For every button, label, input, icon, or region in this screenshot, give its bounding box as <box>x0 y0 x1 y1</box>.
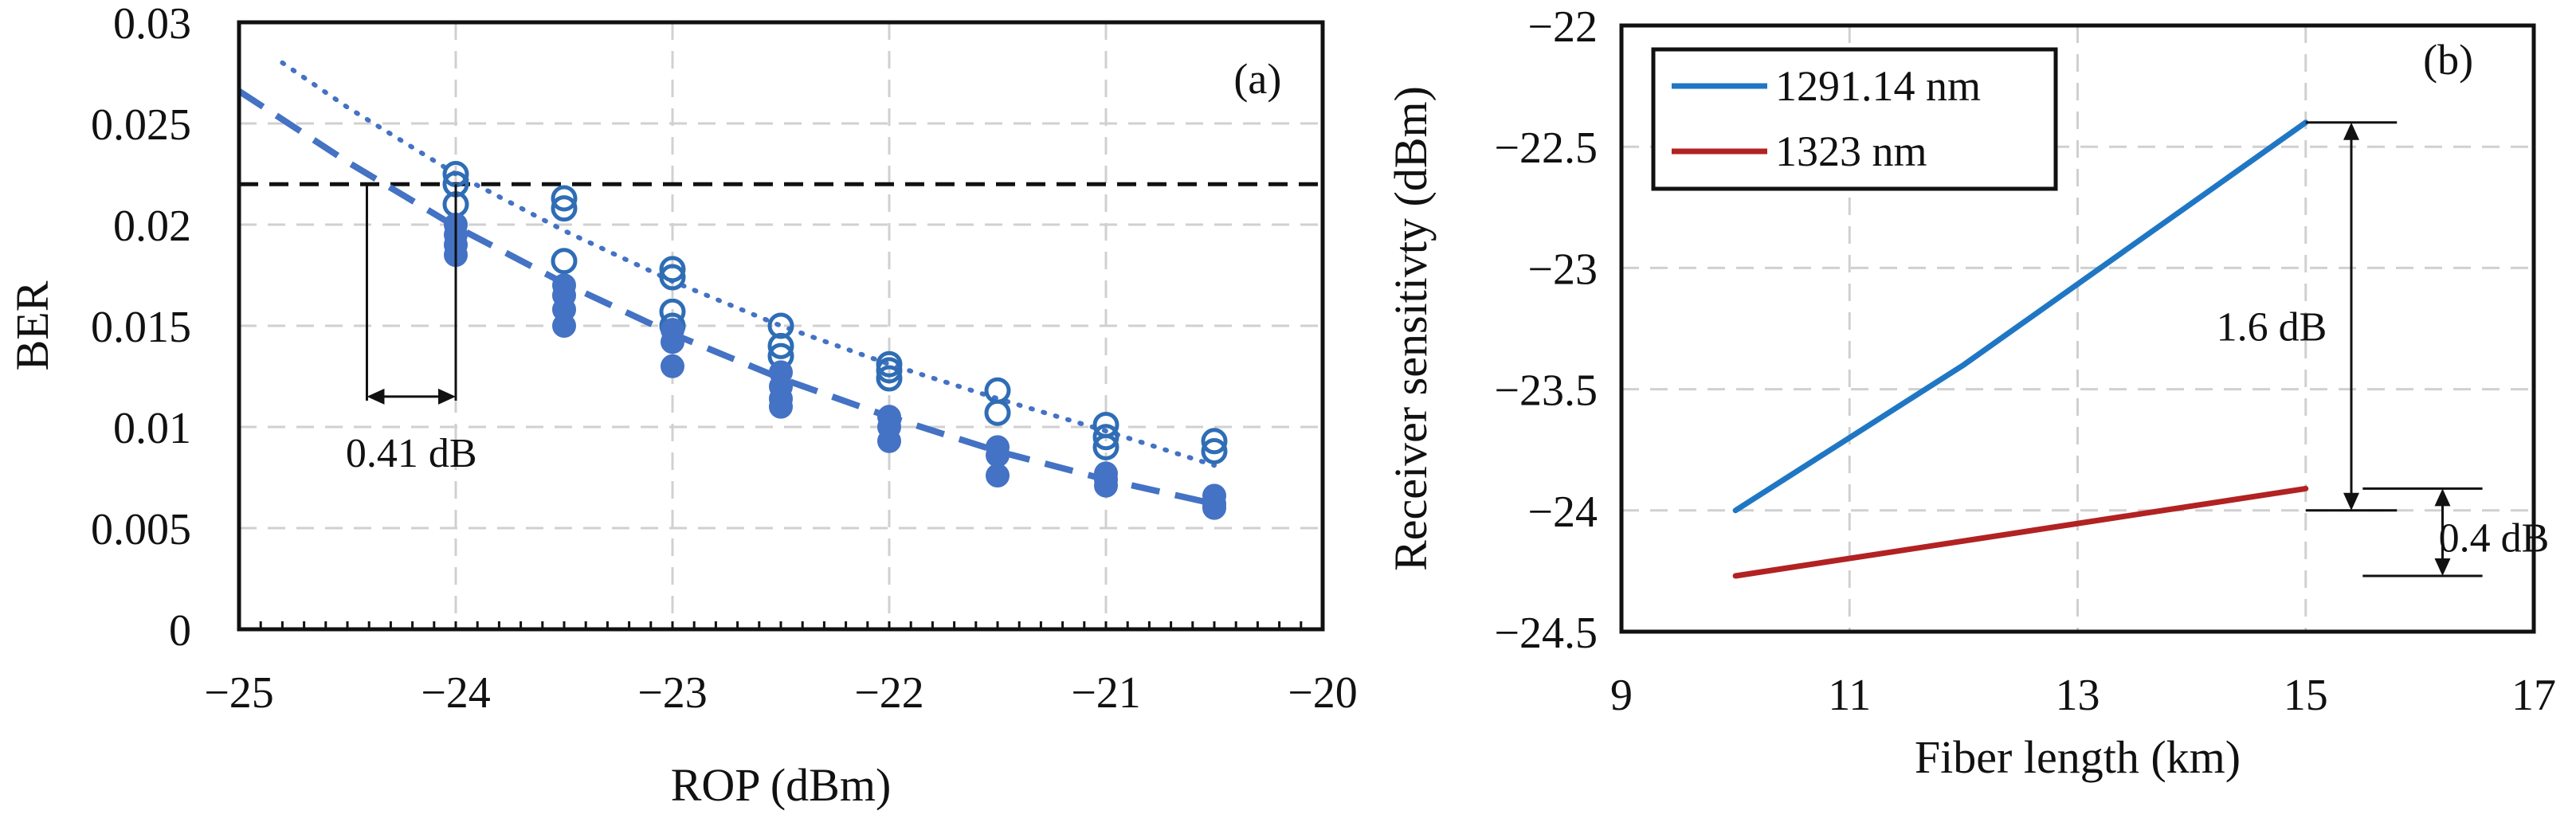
panel-a-filled-marker <box>877 429 901 453</box>
panel-a-y-tick-label: 0 <box>169 606 191 656</box>
panel-a-label: (a) <box>1233 55 1281 103</box>
panel-b-x-tick-label: 17 <box>2511 671 2556 720</box>
panel-a-filled-marker <box>552 314 576 338</box>
annotation-1-6db-arrowhead-up <box>2343 122 2359 140</box>
panel-a-open-marker <box>551 248 578 275</box>
panel-a-open-marker <box>767 332 794 359</box>
panel-b-x-tick-label: 13 <box>2056 671 2100 720</box>
annotation-arrowhead-left <box>367 388 385 405</box>
panel-a-annotation-label: 0.41 dB <box>346 431 477 476</box>
annotation-0-4db-arrowhead-up <box>2434 488 2451 507</box>
panel-a-dashed-fit <box>237 88 1215 507</box>
panel-b-label: (b) <box>2423 36 2473 84</box>
panel-a-filled-marker <box>1094 473 1118 498</box>
panel-a-filled-marker <box>661 330 684 354</box>
panel-a-grid <box>239 22 1323 629</box>
panel-a-x-tick-label: −24 <box>421 668 491 718</box>
annotation-0-4db-arrowhead-down <box>2434 558 2451 576</box>
panel-a-points <box>442 161 1228 520</box>
annotation-arrowhead-right <box>438 388 456 405</box>
panel-b-x-axis-label: Fiber length (km) <box>1915 731 2241 783</box>
panel-a-x-tick-label: −21 <box>1071 668 1141 718</box>
panel-a-y-tick-label: 0.02 <box>113 202 191 251</box>
panel-b-series-line <box>1732 485 2309 579</box>
panel-a-open-marker <box>1201 437 1228 464</box>
panel-a-open-marker <box>1092 433 1119 460</box>
panel-a-filled-marker <box>1202 495 1226 520</box>
panel-b-y-tick-label: −23 <box>1527 245 1598 294</box>
panel-a-open-marker <box>876 365 903 392</box>
panel-b-x-tick-label: 15 <box>2284 671 2328 720</box>
panel-a-filled-marker <box>769 394 793 419</box>
legend-label-1323: 1323 nm <box>1775 127 1927 175</box>
panel-a-open-marker <box>767 312 794 339</box>
panel-a-y-tick-label: 0.005 <box>91 505 191 554</box>
panel-a-y-tick-label: 0.01 <box>113 404 191 453</box>
panel-a-axis-ticks: −25 −24 −23 −22 −21 −20 0 0.005 0.01 0.015 0.02 0.0… <box>91 0 1358 718</box>
panel-a-open-marker <box>659 256 686 283</box>
panel-b-y-tick-label: −24.5 <box>1494 609 1598 658</box>
legend-box <box>1651 47 2058 191</box>
panel-a-annotation: 0.41 dB <box>346 184 477 476</box>
annotation-1-6db-arrowhead-down <box>2343 492 2359 511</box>
panel-a-filled-marker <box>986 443 1010 468</box>
annotation-1-6db-label: 1.6 dB <box>2217 305 2327 350</box>
panel-a-open-marker <box>551 195 578 222</box>
panel-a-y-tick-label: 0.025 <box>91 100 191 150</box>
panel-b-y-tick-label: −23.5 <box>1494 366 1598 416</box>
panel-b-y-tick-label: −22 <box>1527 2 1598 52</box>
panel-a-open-marker <box>984 399 1011 426</box>
panel-a-x-tick-label: −22 <box>854 668 924 718</box>
panel-b-axis-ticks: 9 11 13 15 17 −22 −22.5 −23 −23.5 −24 −24.5 <box>1494 2 2556 720</box>
panel-a-open-marker <box>551 185 578 212</box>
panel-b-series-line <box>1732 119 2309 514</box>
panel-a-dotted-fit <box>280 60 1217 468</box>
panel-b-legend: 1291.14 nm 1323 nm <box>1651 47 2058 191</box>
panel-a: 0.41 dB −25 −24 −23 −22 −21 −20 0 0.005 0.01 0.01… <box>6 0 1358 811</box>
annotation-0-4db-label: 0.4 dB <box>2439 516 2550 562</box>
legend-label-1291: 1291.14 nm <box>1775 62 1981 110</box>
panel-a-x-tick-label: −25 <box>204 668 274 718</box>
panel-b-x-tick-label: 11 <box>1828 671 1871 720</box>
panel-a-y-axis-label: BER <box>6 280 58 370</box>
panel-a-filled-marker <box>986 463 1010 487</box>
panel-a-filled-marker <box>661 354 684 378</box>
panel-a-open-marker <box>876 357 903 384</box>
panel-a-x-axis-label: ROP (dBm) <box>671 759 892 811</box>
panel-b-x-tick-label: 9 <box>1610 671 1633 720</box>
panel-a-y-tick-label: 0.015 <box>91 303 191 352</box>
panel-b-annotations: 1.6 dB 0.4 dB <box>2217 121 2550 577</box>
panel-a-x-tick-label: −20 <box>1288 668 1358 718</box>
panel-a-open-marker <box>1092 424 1119 451</box>
panel-b: 1.6 dB 0.4 dB 9 11 13 15 17 −22 −22.5 −23 −23.5 −2… <box>1385 2 2556 783</box>
panel-b-y-tick-label: −22.5 <box>1494 123 1598 173</box>
panel-b-plot-area <box>1619 23 2536 634</box>
panel-a-y-tick-label: 0.03 <box>113 0 191 49</box>
panel-a-open-marker <box>659 264 686 291</box>
panel-b-y-tick-label: −24 <box>1527 487 1598 537</box>
panel-b-series <box>1732 119 2309 579</box>
panel-a-x-tick-label: −23 <box>637 668 708 718</box>
panel-a-open-marker <box>1201 428 1228 455</box>
panel-b-y-axis-label: Receiver sensitivty (dBm) <box>1385 86 1437 571</box>
